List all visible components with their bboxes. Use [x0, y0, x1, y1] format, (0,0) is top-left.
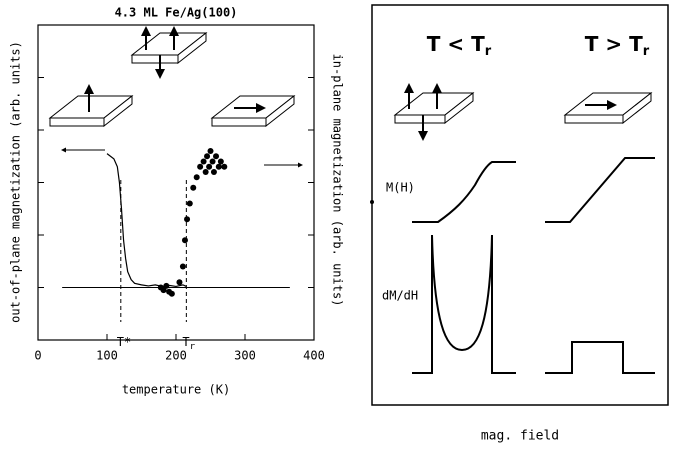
data-point [200, 158, 207, 165]
column-title-sub: r [485, 44, 492, 59]
row-label: M(H) [386, 181, 415, 195]
marker-text: T [182, 335, 189, 349]
data-point [190, 184, 197, 191]
column-title: T < Tr [427, 32, 492, 59]
schematic-curves [412, 157, 655, 374]
data-point [204, 153, 211, 160]
data-point [213, 153, 220, 160]
x-tick-label: 200 [165, 349, 187, 363]
dot [370, 200, 374, 204]
slab-cartoon [563, 91, 653, 125]
slab-side [177, 31, 207, 65]
data-point [176, 279, 183, 286]
m-h-curve [545, 157, 655, 223]
column-title-sub: r [643, 44, 650, 59]
data-point [217, 158, 224, 165]
data-point [209, 158, 216, 165]
column-title-text: T > T [585, 32, 643, 56]
x-axis-label: temperature (K) [122, 383, 230, 397]
slab-front [49, 117, 105, 127]
data-point [206, 163, 213, 170]
y-axis-label: out-of-plane magnetization (arb. units) [9, 41, 23, 323]
dm-dh-curve [545, 341, 655, 374]
data-point [210, 169, 217, 175]
data-point [181, 237, 188, 244]
data-point [221, 163, 228, 170]
y2-axis-label: in-plane magnetization (arb. units) [331, 54, 345, 307]
data-point [202, 169, 209, 175]
slab-side [622, 91, 652, 125]
slab-front [564, 114, 624, 124]
row-label: dM/dH [382, 289, 418, 303]
data-point [163, 282, 170, 289]
schematic-frame [371, 4, 669, 406]
data-point [168, 290, 175, 297]
marker-text: T* [117, 335, 131, 349]
marker-label: Tr [182, 335, 195, 352]
dm-dh-curve [412, 234, 516, 374]
data-point [184, 216, 191, 223]
slab-side [265, 94, 295, 128]
schematic-x-label: mag. field [481, 429, 559, 444]
m-h-curve [412, 161, 516, 223]
slab-front [131, 54, 179, 64]
slab-cartoon [210, 94, 296, 128]
data-point [179, 263, 186, 270]
data-line [106, 153, 187, 288]
slab-front [211, 117, 267, 127]
data-point [193, 174, 200, 181]
column-title: T > Tr [585, 32, 650, 59]
data-point [197, 163, 204, 170]
x-tick-label: 100 [96, 349, 118, 363]
x-tick-label: 400 [303, 349, 325, 363]
data-point [207, 148, 214, 154]
slab-side [103, 94, 133, 128]
x-tick-label: 0 [34, 349, 41, 363]
slab-cartoon [130, 26, 208, 79]
chart-title: 4.3 ML Fe/Ag(100) [115, 6, 238, 20]
slab-cartoon [48, 84, 134, 128]
slab-front [394, 114, 446, 124]
column-title-text: T < T [427, 32, 485, 56]
slab-side [444, 91, 474, 125]
marker-label: T* [117, 335, 131, 349]
slab-cartoon [393, 83, 475, 141]
x-tick-label: 300 [234, 349, 256, 363]
marker-sub: r [190, 342, 196, 352]
data-point [186, 200, 193, 207]
plot-frame [37, 24, 315, 341]
data-point [215, 163, 222, 170]
